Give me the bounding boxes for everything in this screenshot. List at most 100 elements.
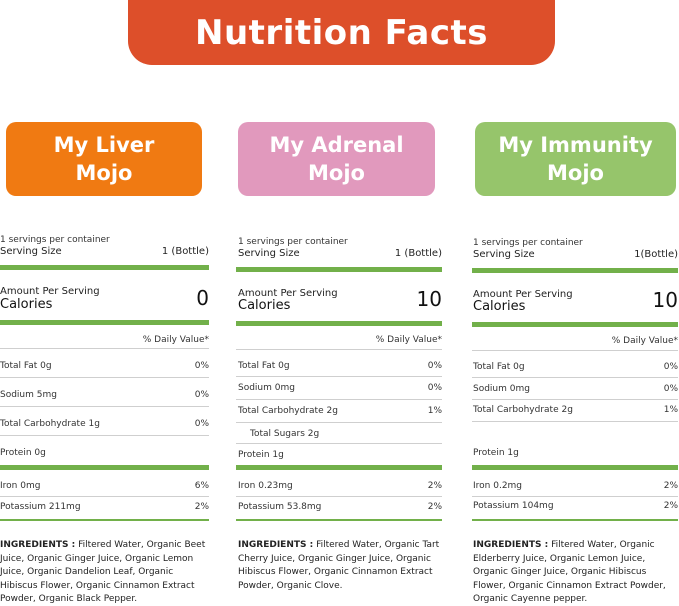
nutrient-label: Sodium 0mg	[473, 384, 530, 394]
nutrient-label: Total Carbohydrate 2g	[238, 406, 338, 416]
product-name-line1: My Adrenal	[269, 133, 404, 157]
nutrient-dv: 0%	[427, 361, 442, 371]
nutrient-dv: 0%	[663, 384, 678, 394]
nutrient-dv: 1%	[427, 406, 442, 416]
servings-per-container: 1 servings per container	[238, 237, 348, 247]
mineral-dv: 2%	[194, 502, 209, 512]
divider-thick	[0, 320, 209, 325]
mineral-dv: 2%	[427, 502, 442, 512]
divider	[0, 348, 209, 349]
nutrient-label: Total Sugars 2g	[250, 429, 320, 439]
ingredients: INGREDIENTS : Filtered Water, Organic Be…	[0, 539, 209, 606]
nutrient-dv: 0%	[194, 419, 209, 429]
ingredients-heading: INGREDIENTS :	[0, 540, 76, 550]
nutrition-panel: 1 servings per container Serving Size 1 …	[0, 0, 209, 606]
ingredients-heading: INGREDIENTS :	[473, 540, 549, 550]
product-name-badge: My Immunity Mojo	[475, 122, 676, 196]
divider	[236, 349, 442, 350]
page-title: Nutrition Facts	[195, 13, 488, 53]
nutrient-label: Total Carbohydrate 1g	[0, 419, 100, 429]
nutrient-label: Protein 0g	[0, 448, 46, 458]
divider	[236, 376, 442, 377]
nutrient-label: Protein 1g	[473, 448, 519, 458]
mineral-label: Iron 0mg	[0, 481, 41, 491]
mineral-dv: 2%	[663, 501, 678, 511]
ingredients-text: Filtered Water, Organic Elderberry Juice…	[473, 540, 666, 604]
mineral-label: Potassium 53.8mg	[238, 502, 322, 512]
divider	[472, 421, 678, 422]
ingredients: INGREDIENTS : Filtered Water, Organic Ta…	[238, 539, 442, 593]
nutrient-dv: 0%	[194, 390, 209, 400]
nutrition-panel: 1 servings per container Serving Size 1 …	[236, 0, 442, 606]
servings-per-container: 1 servings per container	[473, 238, 583, 248]
divider-green	[236, 519, 442, 521]
mineral-label: Iron 0.2mg	[473, 481, 523, 491]
nutrient-label: Sodium 0mg	[238, 383, 295, 393]
product-column-adrenal: My Adrenal Mojo 1 servings per container…	[236, 0, 442, 606]
product-name-line2: Mojo	[308, 161, 365, 185]
serving-size-value: 1(Bottle)	[634, 249, 678, 260]
nutrient-label: Total Carbohydrate 2g	[473, 405, 573, 415]
divider	[0, 406, 209, 407]
nutrient-label: Total Fat 0g	[473, 362, 525, 372]
nutrient-label: Protein 1g	[238, 450, 284, 460]
daily-value-label: % Daily Value*	[375, 335, 442, 345]
nutrient-dv: 1%	[663, 405, 678, 415]
calories-label: Calories	[473, 299, 526, 314]
divider	[236, 399, 442, 400]
divider	[0, 377, 209, 378]
divider-thick	[236, 465, 442, 470]
product-name-badge: My Liver Mojo	[6, 122, 202, 196]
product-name-badge: My Adrenal Mojo	[238, 122, 435, 196]
serving-size-label: Serving Size	[0, 246, 62, 257]
divider-thick	[0, 465, 209, 470]
divider-green	[472, 519, 678, 521]
nutrient-dv: 0%	[663, 362, 678, 372]
serving-size-value: 1 (Bottle)	[394, 248, 442, 259]
product-column-immunity: My Immunity Mojo 1 servings per containe…	[472, 0, 678, 606]
mineral-label: Potassium 211mg	[0, 502, 81, 512]
calories-label: Calories	[238, 298, 291, 313]
divider-thick	[236, 321, 442, 326]
divider	[472, 377, 678, 378]
divider-thick	[472, 465, 678, 470]
ingredients: INGREDIENTS : Filtered Water, Organic El…	[473, 539, 678, 606]
product-name-line2: Mojo	[75, 161, 133, 185]
divider	[0, 496, 209, 497]
serving-size-label: Serving Size	[473, 249, 535, 260]
divider	[472, 399, 678, 400]
nutrient-label: Sodium 5mg	[0, 390, 57, 400]
calories-value: 0	[196, 286, 209, 310]
amount-per-serving: Amount Per Serving	[0, 286, 100, 297]
divider-thick	[0, 265, 209, 270]
serving-size-value: 1 (Bottle)	[161, 246, 209, 257]
divider	[472, 496, 678, 497]
mineral-label: Potassium 104mg	[473, 501, 554, 511]
divider	[472, 350, 678, 351]
mineral-dv: 2%	[427, 481, 442, 491]
ingredients-heading: INGREDIENTS :	[238, 540, 314, 550]
mineral-label: Iron 0.23mg	[238, 481, 293, 491]
nutrient-dv: 0%	[427, 383, 442, 393]
product-name-line1: My Liver	[53, 133, 155, 157]
calories-value: 10	[416, 287, 442, 311]
nutrient-dv: 0%	[194, 361, 209, 371]
amount-per-serving: Amount Per Serving	[473, 289, 573, 300]
calories-value: 10	[652, 288, 678, 312]
divider-thick	[472, 322, 678, 327]
ingredients-text: Filtered Water, Organic Beet Juice, Orga…	[0, 540, 206, 604]
calories-label: Calories	[0, 297, 53, 312]
nutrient-label: Total Fat 0g	[238, 361, 290, 371]
nutrition-panel: 1 servings per container Serving Size 1(…	[472, 0, 678, 606]
divider	[236, 443, 442, 444]
divider	[0, 435, 209, 436]
divider-green	[0, 519, 209, 521]
divider-thick	[236, 267, 442, 272]
daily-value-label: % Daily Value*	[611, 336, 678, 346]
daily-value-label: % Daily Value*	[142, 335, 209, 345]
product-column-liver: My Liver Mojo 1 servings per container S…	[0, 0, 209, 606]
title-banner: Nutrition Facts	[128, 0, 555, 65]
product-name-line2: Mojo	[547, 161, 604, 185]
servings-per-container: 1 servings per container	[0, 235, 110, 245]
divider	[236, 496, 442, 497]
